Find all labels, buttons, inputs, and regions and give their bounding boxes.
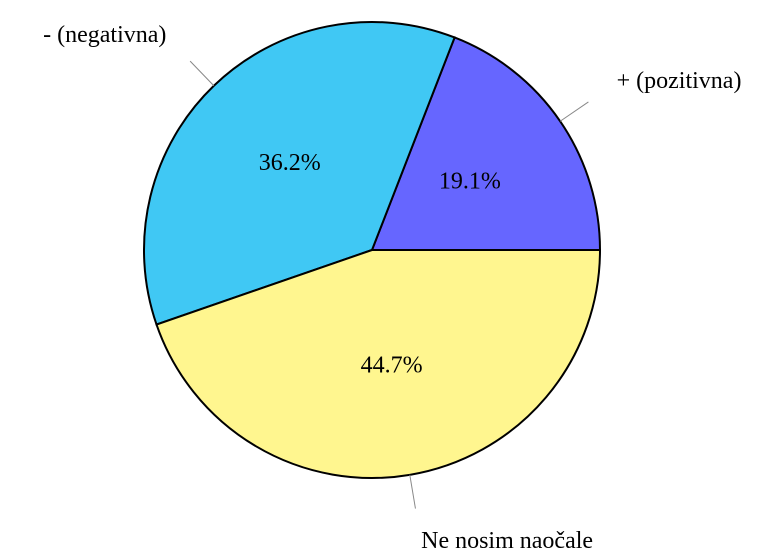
value-label: 36.2% (259, 150, 321, 176)
pie-slice (143, 21, 456, 326)
slice-label: Ne nosim naočale (421, 528, 593, 554)
leader-line (409, 474, 416, 509)
slice-label: + (pozitivna) (617, 68, 742, 94)
slice-label: - (negativna) (43, 22, 166, 48)
value-label: 44.7% (361, 352, 423, 378)
value-label: 19.1% (439, 169, 501, 195)
leader-line (189, 60, 215, 87)
pie-slice (155, 249, 602, 479)
leader-line (559, 101, 589, 122)
